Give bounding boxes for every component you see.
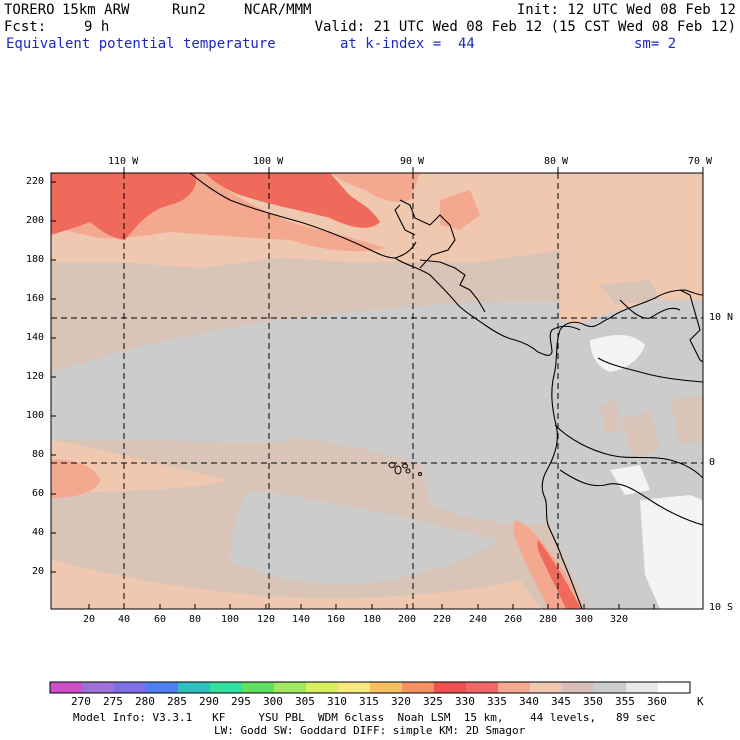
colorbar-cells bbox=[50, 682, 691, 693]
colorbar-cell bbox=[146, 682, 179, 693]
x-tick-label: 320 bbox=[610, 614, 629, 625]
run-label: Run2 bbox=[172, 2, 206, 18]
colorbar-label: 295 bbox=[231, 695, 251, 708]
colorbar-label: 335 bbox=[487, 695, 507, 708]
colorbar-label: 330 bbox=[455, 695, 475, 708]
x-tick-label: 100 bbox=[221, 614, 240, 625]
colorbar-label: 355 bbox=[615, 695, 635, 708]
x-tick-label: 80 bbox=[189, 614, 202, 625]
colorbar-cell bbox=[338, 682, 371, 693]
x-tick-label: 140 bbox=[292, 614, 311, 625]
lat-lon-grid bbox=[51, 173, 703, 609]
x-tick-label: 120 bbox=[257, 614, 276, 625]
colorbar-cell bbox=[658, 682, 691, 693]
colorbar-cell bbox=[594, 682, 627, 693]
colorbar-label: 350 bbox=[583, 695, 603, 708]
y-tick-label: 60 bbox=[32, 488, 45, 499]
colorbar-label: 310 bbox=[327, 695, 347, 708]
x-tick-label: 160 bbox=[327, 614, 346, 625]
colorbar-cell bbox=[306, 682, 339, 693]
y-tick-label: 120 bbox=[26, 371, 45, 382]
colorbar-label: 300 bbox=[263, 695, 283, 708]
forecast-hours: 9 h bbox=[84, 19, 110, 35]
organization-label: NCAR/MMM bbox=[244, 2, 312, 18]
colorbar-cell bbox=[274, 682, 307, 693]
colorbar-cell bbox=[466, 682, 499, 693]
y-tick-label: 180 bbox=[26, 254, 45, 265]
top-tick-marks bbox=[123, 167, 704, 173]
y-tick-label: 220 bbox=[26, 176, 45, 187]
lat-label-10n: 10 N bbox=[709, 312, 734, 323]
y-tick-label: 40 bbox=[32, 527, 45, 538]
colorbar-cell bbox=[498, 682, 531, 693]
colorbar-label: 320 bbox=[391, 695, 411, 708]
x-tick-label: 220 bbox=[433, 614, 452, 625]
colorbar-label: 360 bbox=[647, 695, 667, 708]
lon-label-70w: 70 W bbox=[688, 156, 713, 167]
colorbar-cell bbox=[50, 682, 83, 693]
y-tick-label: 20 bbox=[32, 566, 45, 577]
model-info-line2: LW: Godd SW: Goddard DIFF: simple KM: 2D… bbox=[214, 724, 526, 737]
colorbar-cell bbox=[530, 682, 563, 693]
model-name: TORERO bbox=[4, 2, 55, 18]
colorbar-cell bbox=[370, 682, 403, 693]
level-label: at k-index = 44 bbox=[340, 36, 475, 52]
x-tick-label: 240 bbox=[469, 614, 488, 625]
colorbar-label: 280 bbox=[135, 695, 155, 708]
field-name: Equivalent potential temperature bbox=[6, 36, 276, 52]
valid-time: Valid: 21 UTC Wed 08 Feb 12 (15 CST Wed … bbox=[314, 19, 736, 35]
colorbar-label: 285 bbox=[167, 695, 187, 708]
colorbar-cell bbox=[562, 682, 595, 693]
x-tick-label: 280 bbox=[539, 614, 558, 625]
lon-label-90w: 90 W bbox=[400, 156, 425, 167]
y-tick-label: 200 bbox=[26, 215, 45, 226]
lon-label-80w: 80 W bbox=[544, 156, 569, 167]
colorbar-label: 305 bbox=[295, 695, 315, 708]
y-tick-label: 140 bbox=[26, 332, 45, 343]
lon-label-100w: 100 W bbox=[253, 156, 284, 167]
y-tick-label: 160 bbox=[26, 293, 45, 304]
colorbar-cell bbox=[434, 682, 467, 693]
map-frame bbox=[50, 172, 704, 610]
colorbar-label: 340 bbox=[519, 695, 539, 708]
x-tick-label: 60 bbox=[154, 614, 167, 625]
x-tick-label: 20 bbox=[83, 614, 96, 625]
equivalent-potential-temperature-field bbox=[51, 173, 703, 609]
colorbar-cell bbox=[114, 682, 147, 693]
y-tick-label: 100 bbox=[26, 410, 45, 421]
colorbar-label: 275 bbox=[103, 695, 123, 708]
colorbar-label: 290 bbox=[199, 695, 219, 708]
init-time: Init: 12 UTC Wed 08 Feb 12 bbox=[516, 2, 736, 18]
forecast-label: Fcst: bbox=[4, 19, 47, 35]
left-tick-marks bbox=[51, 181, 56, 573]
colorbar-cell bbox=[402, 682, 435, 693]
x-tick-label: 40 bbox=[118, 614, 131, 625]
colorbar-frame bbox=[49, 681, 691, 694]
lon-label-110w: 110 W bbox=[108, 156, 139, 167]
colorbar-cell bbox=[82, 682, 115, 693]
model-info-line1: Model Info: V3.3.1 KF YSU PBL WDM 6class… bbox=[73, 711, 656, 724]
colorbar-label: 345 bbox=[551, 695, 571, 708]
x-tick-label: 300 bbox=[575, 614, 594, 625]
x-tick-label: 180 bbox=[363, 614, 382, 625]
colorbar-label: 325 bbox=[423, 695, 443, 708]
bottom-tick-marks bbox=[88, 604, 655, 609]
smoothing-label: sm= 2 bbox=[634, 36, 677, 52]
lat-label-0: 0 bbox=[709, 457, 716, 468]
colorbar-label: 270 bbox=[71, 695, 91, 708]
y-tick-label: 80 bbox=[32, 449, 45, 460]
colorbar-cell bbox=[626, 682, 659, 693]
x-tick-label: 200 bbox=[398, 614, 417, 625]
colorbar-label: 315 bbox=[359, 695, 379, 708]
colorbar-cell bbox=[242, 682, 275, 693]
model-resolution: 15km ARW bbox=[62, 2, 130, 18]
colorbar-cell bbox=[210, 682, 243, 693]
colorbar-unit: K bbox=[697, 695, 704, 708]
colorbar-cell bbox=[178, 682, 211, 693]
x-tick-label: 260 bbox=[504, 614, 523, 625]
lat-label-10s: 10 S bbox=[709, 602, 734, 613]
coastlines bbox=[189, 173, 703, 609]
